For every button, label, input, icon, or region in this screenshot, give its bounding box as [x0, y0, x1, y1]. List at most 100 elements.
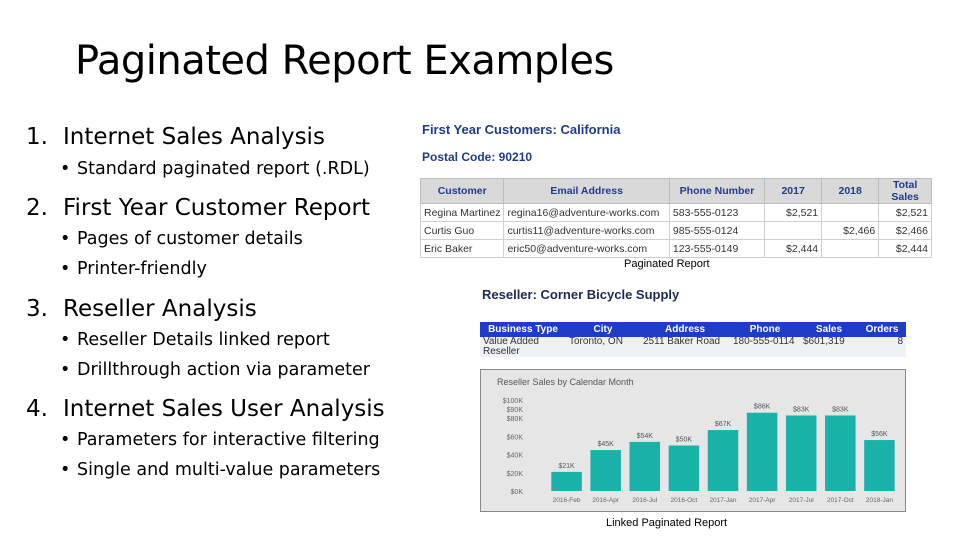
chart-canvas: Reseller Sales by Calendar Month $0K $20K $…	[497, 377, 895, 504]
y-tick-label: $20K	[507, 471, 524, 478]
column-header: 2018	[821, 178, 880, 204]
outline-subitem: • Drillthrough action via parameter	[60, 360, 370, 380]
y-tick-label: $90K	[507, 407, 524, 414]
x-tick-label: 2017-Oct	[827, 497, 854, 504]
data-label: $21K	[558, 463, 575, 470]
data-label: $54K	[637, 433, 654, 440]
outline-subitem: • Single and multi-value parameters	[60, 460, 381, 480]
outline-item: 2. First Year Customer Report	[26, 195, 370, 221]
bar	[551, 471, 582, 491]
table-cell	[821, 239, 880, 258]
bullet-icon: •	[60, 259, 71, 279]
x-tick-label: 2017-Jul	[789, 497, 814, 504]
bar	[707, 430, 739, 491]
table-cell: Eric Baker	[419, 239, 505, 258]
slide-title: Paginated Report Examples	[75, 38, 614, 84]
outline-label: First Year Customer Report	[63, 195, 370, 221]
customer-table: Customer Email Address Phone Number 2017…	[419, 178, 932, 258]
y-tick-label: $80K	[507, 416, 524, 423]
x-tick-label: 2017-Jan	[709, 497, 736, 504]
column-header: Business Type	[480, 322, 566, 337]
outline-item: 1. Internet Sales Analysis	[26, 124, 325, 150]
column-header: Address	[640, 322, 730, 337]
table-cell: $2,521	[878, 203, 932, 222]
report-caption: Linked Paginated Report	[606, 517, 728, 529]
table-header-row: Business Type City Address Phone Sales O…	[480, 322, 906, 337]
table-cell: 985-555-0124	[668, 221, 766, 240]
outline-label: Internet Sales Analysis	[63, 124, 325, 150]
table-cell: 2511 Baker Road	[640, 337, 730, 357]
table-row: Value Added Reseller Toronto, ON 2511 Ba…	[480, 337, 906, 357]
outline-subitem: • Standard paginated report (.RDL)	[60, 159, 370, 179]
report-title: First Year Customers: California	[422, 122, 621, 137]
outline-item: 4. Internet Sales User Analysis	[26, 396, 385, 422]
table-cell: $2,444	[764, 239, 823, 258]
x-tick-label: 2016-Feb	[553, 497, 581, 504]
data-label: $86K	[754, 404, 771, 411]
outline-number: 4.	[26, 396, 48, 422]
y-tick-label: $60K	[507, 434, 524, 441]
table-cell: $601,319	[800, 337, 858, 357]
outline-label: Internet Sales User Analysis	[63, 396, 385, 422]
table-cell: Toronto, ON	[566, 337, 640, 357]
column-header: 2017	[764, 178, 823, 204]
column-header: Sales	[800, 322, 858, 337]
bar	[785, 415, 817, 491]
bullet-icon: •	[60, 229, 71, 249]
outline-subitem: • Printer-friendly	[60, 259, 207, 279]
y-tick-label: $40K	[507, 453, 524, 460]
table-cell	[764, 221, 823, 240]
x-tick-label: 2016-Apr	[592, 497, 620, 504]
table-cell: $2,444	[878, 239, 932, 258]
table-cell: curtis11@adventure-works.com	[503, 221, 670, 240]
x-tick-label: 2016-Jul	[632, 497, 657, 504]
column-header: Customer	[419, 178, 505, 204]
table-cell: Value Added Reseller	[480, 337, 566, 357]
outline-number: 3.	[26, 296, 48, 322]
x-tick-label: 2018-Jan	[866, 497, 893, 504]
data-label: $45K	[597, 441, 614, 448]
data-label: $83K	[793, 406, 810, 413]
table-cell	[821, 203, 880, 222]
bar	[825, 415, 856, 491]
x-tick-label: 2016-Oct	[671, 497, 698, 504]
sales-bar-chart: Reseller Sales by Calendar Month $0K $20K $…	[480, 369, 906, 512]
y-tick-label: $100K	[503, 398, 524, 405]
bullet-icon: •	[60, 460, 71, 480]
table-header-row: Customer Email Address Phone Number 2017…	[419, 178, 932, 204]
table-cell: $2,466	[878, 221, 932, 240]
bullet-icon: •	[60, 430, 71, 450]
outline-label: Reseller Analysis	[63, 296, 257, 322]
table-row: Eric Baker eric50@adventure-works.com 12…	[419, 239, 932, 258]
table-row: Curtis Guo curtis11@adventure-works.com …	[419, 221, 932, 240]
table-cell: Regina Martinez	[419, 203, 505, 222]
bullet-icon: •	[60, 330, 71, 350]
table-cell: 123-555-0149	[668, 239, 766, 258]
outline-subitem: • Pages of customer details	[60, 229, 303, 249]
bar	[746, 412, 778, 491]
column-header: Total Sales	[878, 178, 932, 204]
report-subtitle: Postal Code: 90210	[422, 150, 533, 164]
column-header: Phone	[730, 322, 800, 337]
table-cell: $2,521	[764, 203, 823, 222]
bullet-icon: •	[60, 159, 71, 179]
data-label: $50K	[676, 437, 693, 444]
table-cell: 180-555-0114	[730, 337, 800, 357]
column-header: City	[566, 322, 640, 337]
table-cell: eric50@adventure-works.com	[503, 239, 670, 258]
table-cell: regina16@adventure-works.com	[503, 203, 670, 222]
reseller-table: Business Type City Address Phone Sales O…	[480, 322, 906, 357]
report-caption: Paginated Report	[624, 258, 710, 270]
customer-report-preview: First Year Customers: California Postal …	[419, 118, 932, 258]
bar	[590, 450, 621, 491]
bar	[864, 440, 895, 491]
outline-number: 2.	[26, 195, 48, 221]
outline-subitem: • Parameters for interactive filtering	[60, 430, 380, 450]
x-tick-label: 2017-Apr	[749, 497, 777, 504]
table-cell: $2,466	[821, 221, 880, 240]
outline-number: 1.	[26, 124, 48, 150]
table-cell: 8	[858, 337, 906, 357]
column-header: Phone Number	[668, 178, 766, 204]
bar	[629, 441, 661, 491]
column-header: Email Address	[503, 178, 670, 204]
